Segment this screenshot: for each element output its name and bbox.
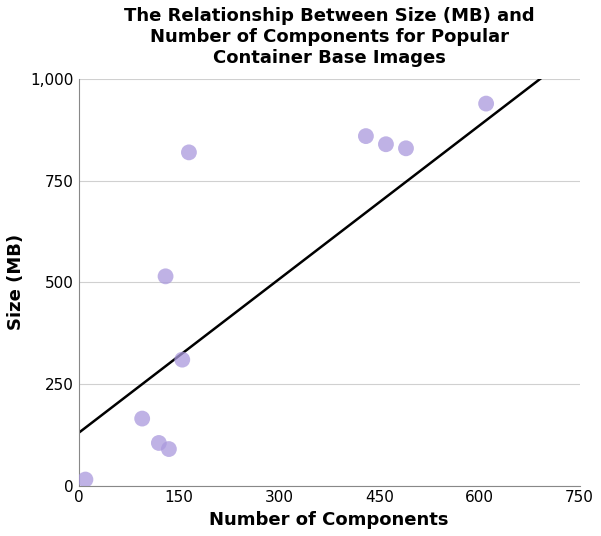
X-axis label: Number of Components: Number of Components	[209, 511, 449, 529]
Point	[361, 132, 371, 140]
Title: The Relationship Between Size (MB) and
Number of Components for Popular
Containe: The Relationship Between Size (MB) and N…	[124, 7, 534, 66]
Point	[154, 438, 163, 447]
Point	[81, 475, 90, 484]
Point	[138, 414, 147, 423]
Point	[481, 99, 491, 108]
Point	[177, 355, 187, 364]
Y-axis label: Size (MB): Size (MB)	[7, 234, 25, 331]
Point	[381, 140, 391, 148]
Point	[401, 144, 411, 153]
Point	[160, 272, 170, 281]
Point	[184, 148, 194, 157]
Point	[164, 445, 174, 453]
